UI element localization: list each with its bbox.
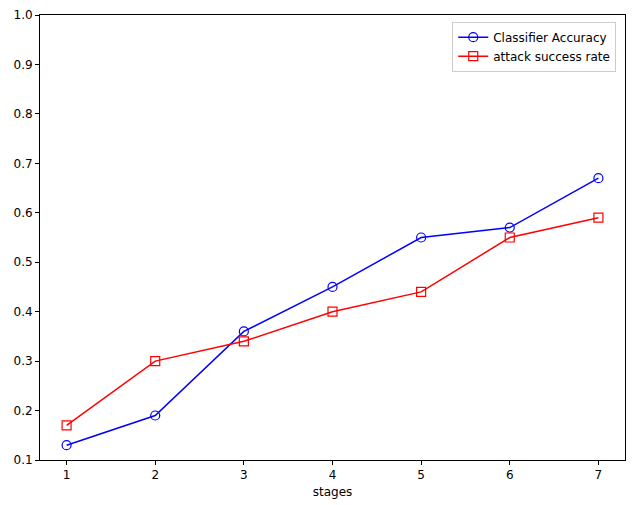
svg-text:stages: stages xyxy=(313,485,353,499)
svg-text:Classifier Accuracy: Classifier Accuracy xyxy=(493,31,606,45)
svg-text:5: 5 xyxy=(417,468,425,482)
svg-text:1.0: 1.0 xyxy=(14,8,33,22)
svg-text:0.8: 0.8 xyxy=(14,107,33,121)
svg-text:0.6: 0.6 xyxy=(14,206,33,220)
svg-text:1: 1 xyxy=(63,468,71,482)
svg-text:0.4: 0.4 xyxy=(14,305,33,319)
svg-text:0.9: 0.9 xyxy=(14,58,33,72)
svg-text:2: 2 xyxy=(151,468,159,482)
svg-text:0.3: 0.3 xyxy=(14,354,33,368)
svg-text:7: 7 xyxy=(595,468,603,482)
svg-text:0.2: 0.2 xyxy=(14,404,33,418)
svg-text:3: 3 xyxy=(240,468,248,482)
svg-text:0.5: 0.5 xyxy=(14,255,33,269)
svg-text:6: 6 xyxy=(506,468,514,482)
svg-text:attack success rate: attack success rate xyxy=(493,50,610,64)
svg-text:4: 4 xyxy=(329,468,337,482)
svg-text:0.7: 0.7 xyxy=(14,157,33,171)
svg-text:0.1: 0.1 xyxy=(14,453,33,467)
